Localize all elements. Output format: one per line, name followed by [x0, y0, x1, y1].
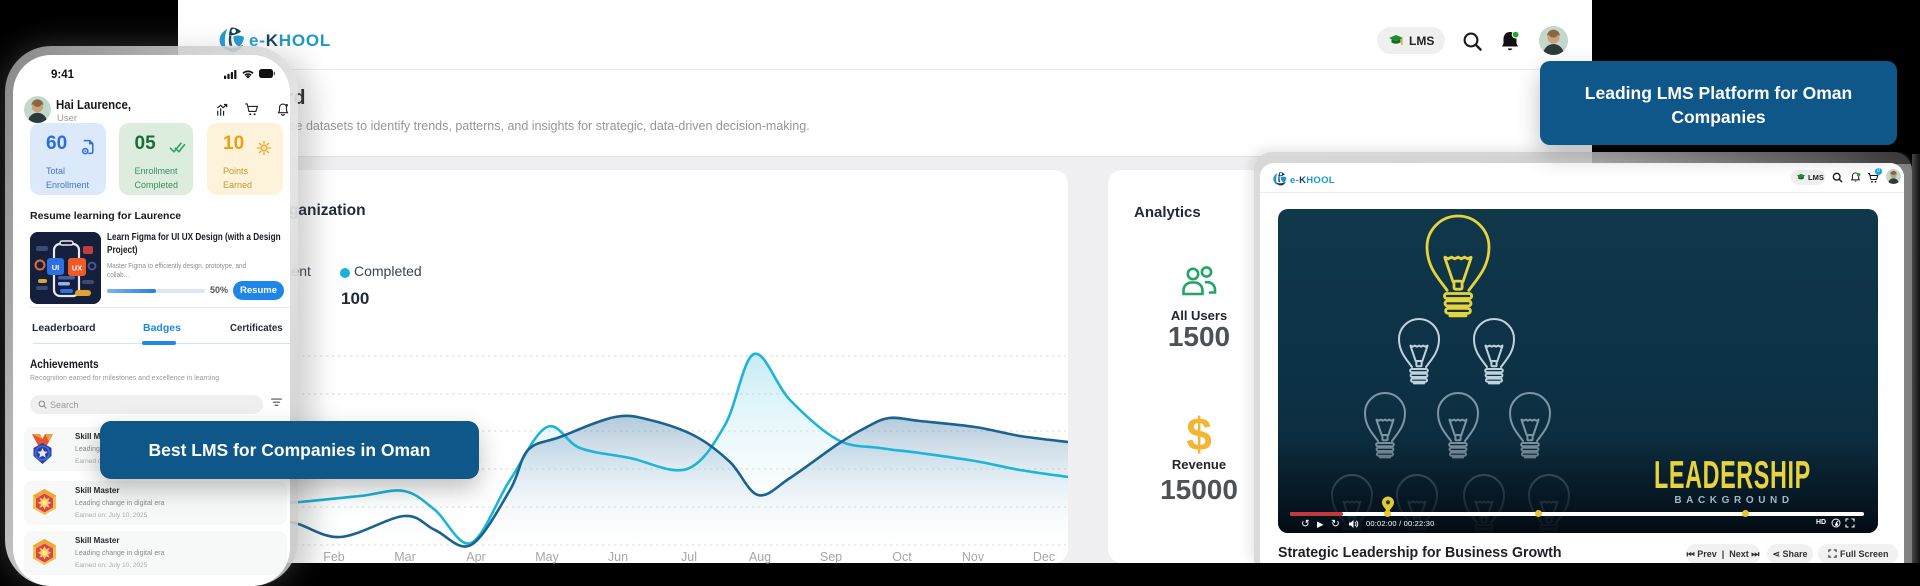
- svg-text:UX: UX: [72, 264, 82, 273]
- svg-text:UI: UI: [52, 263, 60, 272]
